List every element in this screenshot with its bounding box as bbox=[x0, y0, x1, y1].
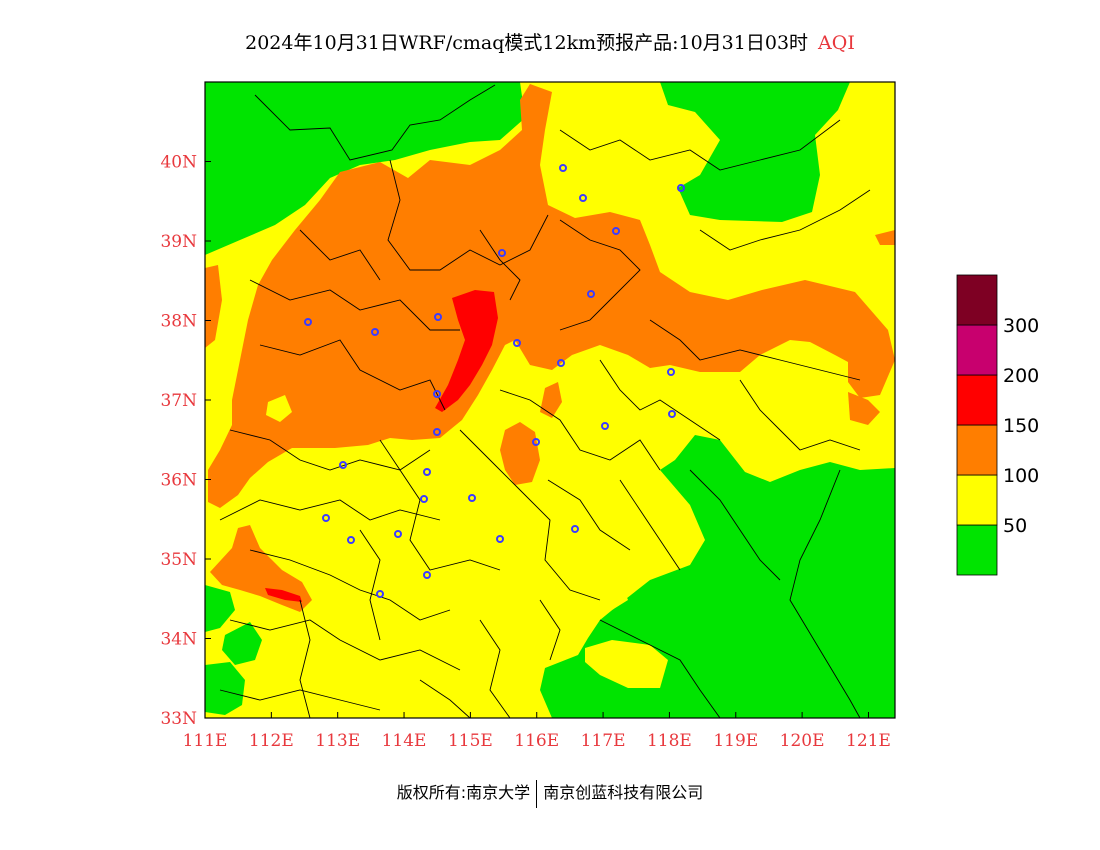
zone-sensitive-southwest bbox=[210, 525, 312, 612]
zone-moderate-pocket-3 bbox=[266, 395, 292, 422]
boundary-lines bbox=[219, 84, 871, 718]
legend-label: 50 bbox=[1003, 515, 1027, 537]
city-marker bbox=[498, 249, 506, 257]
zone-sensitive-center-2 bbox=[540, 382, 562, 418]
x-tick-label: 117E bbox=[581, 731, 626, 751]
x-tick-label: 118E bbox=[647, 731, 692, 751]
x-tick-label: 114E bbox=[382, 731, 427, 751]
city-marker bbox=[420, 495, 428, 503]
copyright-text: 版权所有:南京大学 bbox=[396, 783, 531, 802]
y-tick-label: 38N bbox=[160, 312, 197, 332]
legend-label: 150 bbox=[1003, 415, 1039, 437]
city-marker bbox=[304, 318, 312, 326]
city-marker bbox=[557, 359, 565, 367]
zone-unhealthy-southwest bbox=[265, 588, 302, 602]
city-marker bbox=[579, 194, 587, 202]
x-tick-label: 111E bbox=[183, 731, 228, 751]
legend-swatch bbox=[956, 424, 998, 476]
legend-swatch bbox=[956, 374, 998, 426]
city-marker bbox=[371, 328, 379, 336]
city-marker bbox=[423, 571, 431, 579]
x-tick-label: 115E bbox=[448, 731, 493, 751]
city-marker bbox=[376, 590, 384, 598]
footer-separator bbox=[536, 779, 538, 808]
city-marker bbox=[667, 368, 675, 376]
title-metric: AQI bbox=[818, 32, 855, 54]
city-marker bbox=[347, 536, 355, 544]
x-tick-label: 116E bbox=[514, 731, 559, 751]
legend-swatch bbox=[956, 524, 998, 576]
city-markers bbox=[304, 164, 685, 598]
city-marker bbox=[468, 494, 476, 502]
map-title: 2024年10月31日WRF/cmaq模式12km预报产品:10月31日03时 A… bbox=[0, 28, 1100, 55]
zone-sensitive-center bbox=[500, 422, 540, 485]
city-marker bbox=[612, 227, 620, 235]
legend-label: 300 bbox=[1003, 315, 1039, 337]
x-tick-label: 120E bbox=[780, 731, 825, 751]
city-marker bbox=[322, 514, 330, 522]
legend-label: 200 bbox=[1003, 365, 1039, 387]
zone-sensitive-main bbox=[208, 84, 895, 508]
map-axes: 111E 112E 113E 114E 115E 116E 117E 118E 119E 120E… bbox=[160, 153, 890, 752]
y-tick-label: 40N bbox=[160, 153, 197, 173]
zone-good-southwest-3 bbox=[205, 662, 245, 715]
city-marker bbox=[668, 410, 676, 418]
city-marker bbox=[532, 438, 540, 446]
y-tick-label: 39N bbox=[160, 232, 197, 252]
city-marker bbox=[434, 313, 442, 321]
y-tick-label: 37N bbox=[160, 391, 197, 411]
city-marker bbox=[513, 339, 521, 347]
city-marker bbox=[587, 290, 595, 298]
city-marker bbox=[601, 422, 609, 430]
zone-moderate-pocket bbox=[585, 640, 668, 688]
city-marker bbox=[394, 530, 402, 538]
aqi-legend: 50 100 150 200 300 bbox=[956, 274, 1039, 576]
city-marker bbox=[339, 461, 347, 469]
zone-sensitive-east-small bbox=[875, 230, 895, 245]
x-tick-label: 113E bbox=[315, 731, 360, 751]
city-marker bbox=[559, 164, 567, 172]
legend-swatch bbox=[956, 274, 998, 326]
zone-moderate-pocket-2 bbox=[598, 585, 628, 610]
city-marker bbox=[423, 468, 431, 476]
zone-sensitive-west-edge bbox=[205, 265, 222, 348]
zone-good-southwest-2 bbox=[222, 622, 262, 665]
y-tick-label: 34N bbox=[160, 630, 197, 650]
x-tick-label: 121E bbox=[846, 731, 891, 751]
x-tick-label: 112E bbox=[249, 731, 294, 751]
city-marker bbox=[433, 428, 441, 436]
x-tick-label: 119E bbox=[713, 731, 758, 751]
city-marker bbox=[677, 184, 685, 192]
y-tick-label: 33N bbox=[160, 709, 197, 729]
company-text: 南京创蓝科技有限公司 bbox=[543, 783, 704, 802]
aqi-field bbox=[205, 82, 895, 718]
zone-good-southwest bbox=[205, 585, 235, 632]
y-tick-label: 36N bbox=[160, 471, 197, 491]
zone-unhealthy-central bbox=[435, 290, 498, 412]
zone-sensitive-east-edge bbox=[848, 392, 880, 425]
legend-swatch bbox=[956, 324, 998, 376]
legend-swatch bbox=[956, 474, 998, 526]
legend-label: 100 bbox=[1003, 465, 1039, 487]
y-tick-label: 35N bbox=[160, 550, 197, 570]
city-marker bbox=[571, 525, 579, 533]
title-main: 2024年10月31日WRF/cmaq模式12km预报产品:10月31日03时 bbox=[245, 32, 809, 54]
zone-good-northeast bbox=[660, 82, 850, 222]
city-marker bbox=[433, 390, 441, 398]
city-marker bbox=[496, 535, 504, 543]
footer: 版权所有:南京大学 南京创蓝科技有限公司 bbox=[0, 779, 1100, 808]
